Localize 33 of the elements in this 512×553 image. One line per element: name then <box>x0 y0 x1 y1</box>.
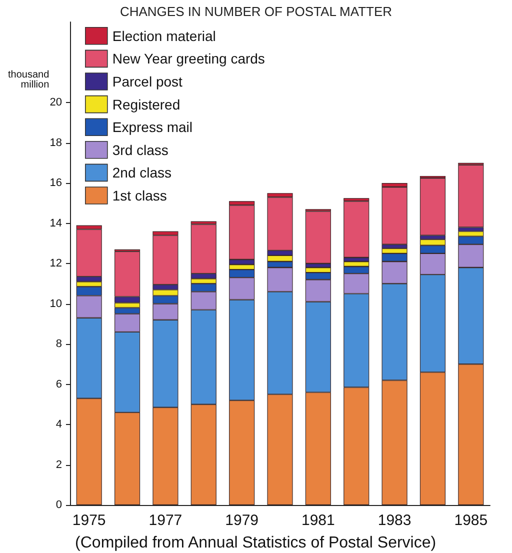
x-tick-label: 1983 <box>378 512 412 529</box>
legend-label: Express mail <box>112 119 193 136</box>
x-tick-label: 1975 <box>72 512 106 529</box>
legend-label: 1st class <box>112 188 167 204</box>
y-axis-title: thousand million <box>8 70 50 90</box>
y-tick-label: 18 <box>50 136 62 149</box>
chart-title: CHANGES IN NUMBER OF POSTAL MATTER <box>120 4 392 19</box>
y-tick-label: 6 <box>56 378 62 390</box>
legend-label: 3rd class <box>112 142 168 158</box>
legend-label: Registered <box>112 96 180 112</box>
bar <box>305 211 331 264</box>
x-tick-label: 1979 <box>225 512 259 529</box>
x-tick-label: 1985 <box>454 512 488 529</box>
y-tick-label: 2 <box>56 458 62 471</box>
legend-label: Election material <box>112 28 216 44</box>
legend-label: 2nd class <box>112 164 172 181</box>
legend-label: New Year greeting cards <box>112 50 265 67</box>
y-tick-label: 20 <box>50 96 62 108</box>
y-tick-label: 12 <box>50 258 62 270</box>
x-tick-label: 1977 <box>148 512 182 529</box>
y-tick-label: 16 <box>50 177 62 189</box>
bar <box>420 178 446 236</box>
bar <box>458 164 484 228</box>
bar <box>344 201 370 258</box>
x-tick-label: 1981 <box>301 512 335 529</box>
y-tick-label: 10 <box>50 298 62 310</box>
y-tick-label: 4 <box>56 418 62 430</box>
text: (Compiled from Annual Statistics of Postal Service) <box>75 534 436 552</box>
y-tick-label: 14 <box>50 217 62 230</box>
y-tick-label: 0 <box>56 499 62 511</box>
legend-label: Parcel post <box>112 74 183 90</box>
y-tick-label: 8 <box>56 338 62 350</box>
bar <box>382 187 408 244</box>
